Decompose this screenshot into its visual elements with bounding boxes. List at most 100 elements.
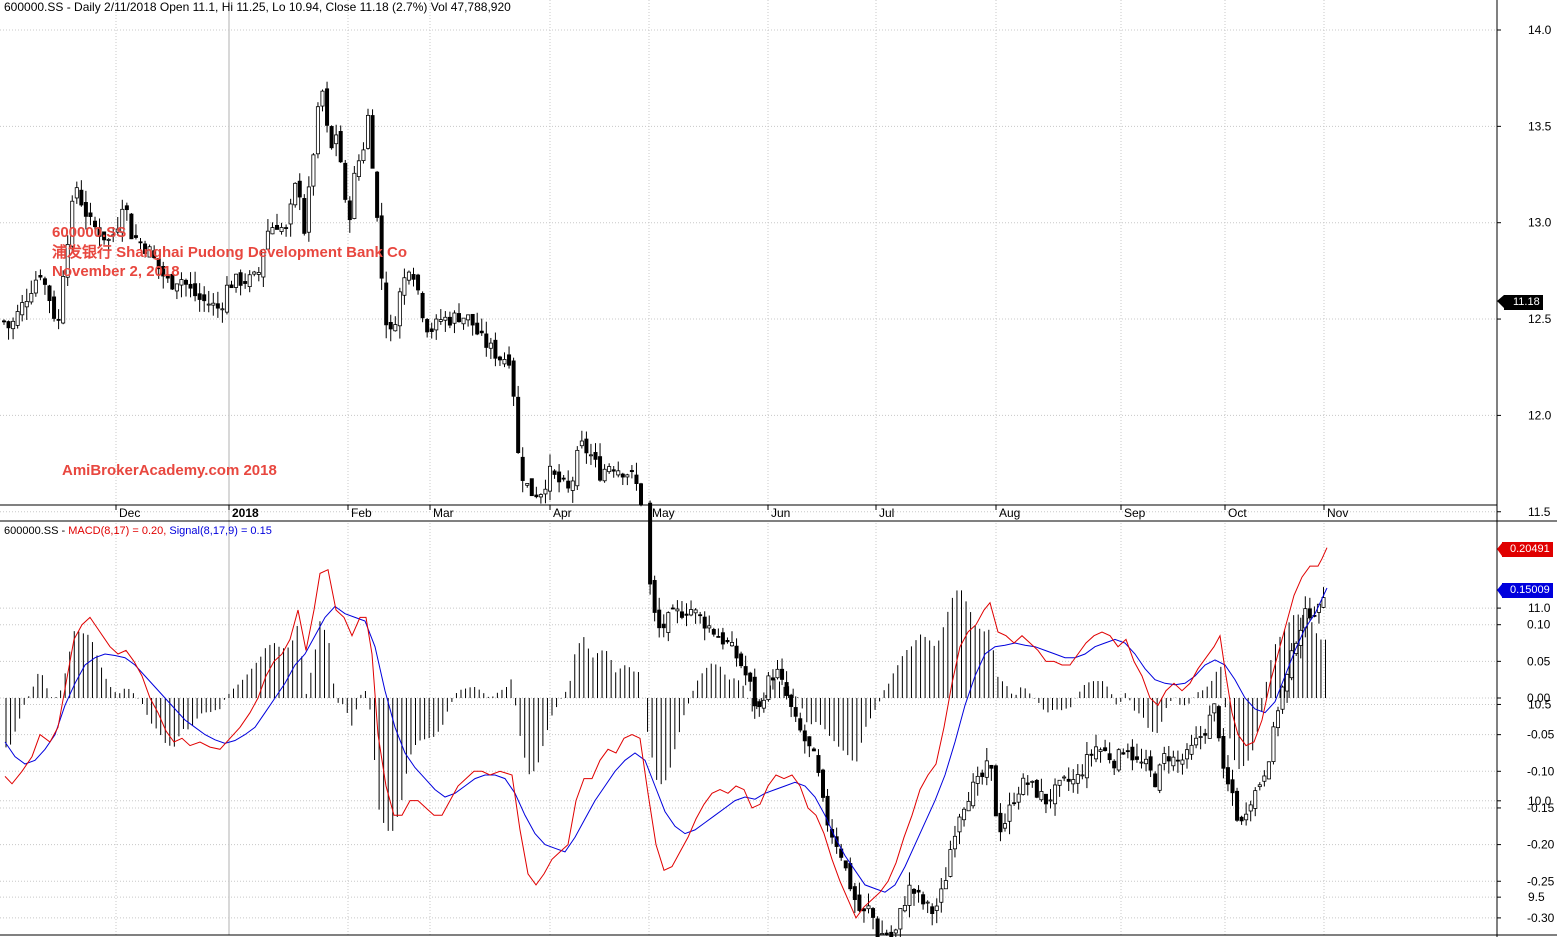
candle-body	[24, 300, 29, 308]
candle	[943, 867, 948, 890]
candle	[1280, 685, 1285, 714]
candle-body	[320, 90, 325, 107]
candle-body	[1012, 802, 1017, 805]
candle	[179, 272, 184, 298]
candle	[934, 898, 939, 924]
candle-body	[1053, 784, 1058, 805]
candle	[634, 462, 639, 491]
candle-body	[1307, 608, 1312, 619]
candle	[425, 318, 430, 338]
candle-body	[406, 271, 411, 281]
candle-body	[493, 339, 498, 359]
candle	[1207, 705, 1212, 739]
candle	[20, 294, 25, 322]
candle-body	[215, 303, 220, 309]
candle	[916, 885, 921, 903]
candle	[757, 699, 762, 717]
candle-body	[1207, 714, 1212, 739]
candle-body	[29, 293, 34, 303]
candle	[1089, 749, 1094, 767]
candle	[1221, 728, 1226, 779]
candle-body	[470, 313, 475, 326]
candle-body	[1203, 733, 1208, 736]
candle-body	[598, 456, 603, 481]
candle-body	[1048, 799, 1053, 802]
annotation-symbol: 600000.SS	[52, 224, 127, 241]
price-candles	[2, 81, 1326, 937]
candle-body	[138, 241, 143, 244]
candle	[1048, 789, 1053, 809]
candle-body	[124, 205, 129, 211]
candle	[315, 102, 320, 159]
candle-body	[329, 126, 334, 149]
candle	[1285, 673, 1290, 703]
candle-body	[1139, 761, 1144, 764]
candle-body	[274, 224, 279, 230]
macd-panel	[4, 547, 1328, 919]
candle	[493, 332, 498, 367]
candle-body	[843, 860, 848, 869]
candle-body	[375, 171, 380, 218]
candle	[252, 270, 257, 277]
candle	[379, 202, 384, 290]
candle	[33, 271, 38, 297]
candle-body	[452, 312, 457, 324]
candle-body	[698, 614, 703, 617]
candle	[948, 840, 953, 878]
candle-body	[934, 905, 939, 911]
candle-body	[907, 884, 912, 906]
candle	[1053, 778, 1058, 816]
candle	[38, 269, 43, 281]
candle-body	[129, 213, 134, 240]
candle-body	[507, 354, 512, 366]
candle	[147, 244, 152, 258]
candle	[161, 261, 166, 289]
candle-body	[739, 653, 744, 667]
candle	[570, 476, 575, 503]
macd-header: 600000.SS - MACD(8,17) = 0.20, Signal(8,…	[4, 525, 272, 537]
candle	[1266, 761, 1271, 780]
candle	[1034, 778, 1039, 799]
candle	[1062, 775, 1067, 782]
candle-body	[379, 215, 384, 279]
candle-body	[1057, 779, 1062, 786]
candle	[1321, 587, 1326, 609]
candle	[165, 271, 170, 283]
candle-body	[816, 755, 821, 773]
candle	[102, 231, 107, 245]
candle	[1066, 767, 1071, 791]
candle-body	[821, 769, 826, 798]
candle	[261, 248, 266, 288]
candle	[466, 314, 471, 327]
candle-body	[743, 666, 748, 676]
candle	[1253, 787, 1258, 817]
candle	[429, 322, 434, 339]
candle	[56, 309, 61, 330]
candle-body	[593, 452, 598, 460]
candle	[361, 142, 366, 164]
candle-body	[1194, 737, 1199, 746]
candle-body	[602, 468, 607, 482]
candle-body	[548, 465, 553, 492]
candle-body	[42, 278, 47, 285]
candle-body	[102, 231, 107, 241]
candle	[320, 89, 325, 112]
candle	[356, 154, 361, 181]
candle-body	[857, 894, 862, 911]
candle-body	[256, 272, 261, 275]
candle-body	[884, 932, 889, 935]
candle	[675, 600, 680, 624]
macd-line	[4, 547, 1328, 919]
candle-body	[156, 258, 161, 270]
candle	[229, 280, 234, 289]
candle	[971, 773, 976, 809]
candle-body	[1175, 759, 1180, 762]
candle-body	[220, 308, 225, 311]
candle-body	[616, 470, 621, 476]
candle-body	[1103, 747, 1108, 752]
candle	[666, 611, 671, 642]
candle	[1225, 755, 1230, 792]
candle	[1025, 775, 1030, 796]
candle	[516, 385, 521, 454]
candle-body	[1166, 756, 1171, 762]
